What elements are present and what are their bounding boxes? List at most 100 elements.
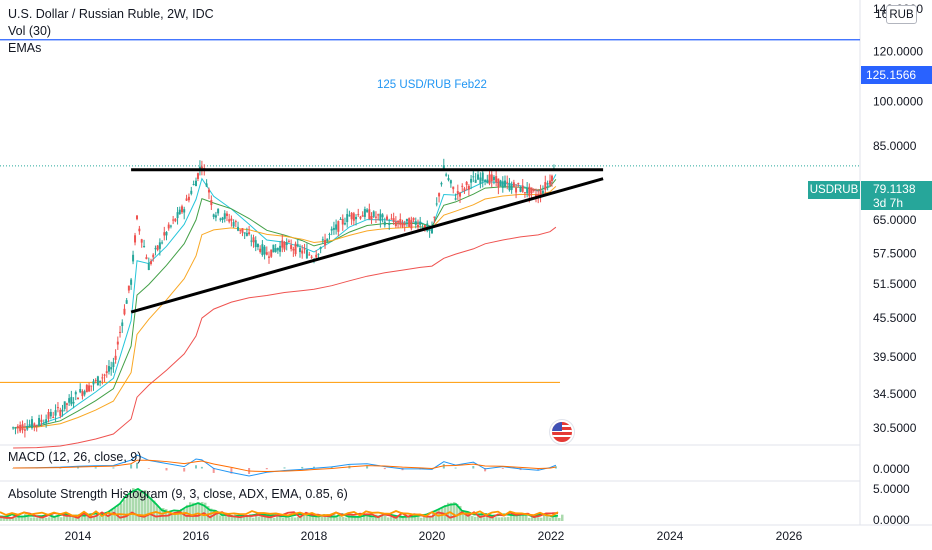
ash-bar [531, 516, 534, 521]
ash-bar [243, 515, 246, 521]
ash-bar [96, 513, 99, 521]
candle-body [217, 208, 220, 214]
candle-body [219, 218, 222, 220]
candle-body [352, 213, 355, 221]
ash-bar [21, 515, 24, 521]
ash-bar [423, 516, 426, 521]
ash-bar [501, 517, 504, 521]
candle-body [492, 176, 495, 181]
ash-bar [246, 514, 249, 521]
ash-bar [102, 513, 105, 521]
ash-bar [378, 516, 381, 521]
candle-body [486, 179, 489, 184]
alert-annotation[interactable]: 125 USD/RUB Feb22 [377, 79, 487, 91]
candle-body [70, 396, 73, 405]
candle-body [416, 224, 419, 228]
ash-bar [303, 515, 306, 521]
macd-histogram-bar [484, 468, 487, 472]
us-flag-icon[interactable] [550, 420, 574, 444]
ash-bar [72, 515, 75, 521]
candle-body [154, 248, 157, 250]
candle-body [243, 232, 246, 234]
ash-bar [351, 514, 354, 521]
ash-bar [120, 503, 123, 521]
ash-bar [15, 516, 18, 521]
candle-body [317, 253, 320, 255]
candle-body [167, 224, 170, 229]
ash-bar [546, 515, 549, 521]
candle-body [459, 192, 462, 197]
ash-bar [189, 502, 192, 521]
ash-pane [0, 487, 564, 521]
macd-legend[interactable]: MACD (12, 26, close, 9) [8, 450, 142, 464]
candle-body [114, 355, 117, 360]
currency-button[interactable]: RUB [886, 5, 917, 24]
candle-body [239, 229, 242, 231]
candle-body [125, 300, 128, 304]
candle-body [506, 181, 509, 183]
candle-body [180, 206, 183, 213]
current-price: 79.1138 [873, 182, 916, 196]
candle-body [237, 226, 240, 231]
macd-signal-line [13, 459, 556, 473]
candle-body [377, 214, 380, 216]
ash-bar [483, 517, 486, 521]
chart-title[interactable]: U.S. Dollar / Russian Ruble, 2W, IDC [8, 7, 214, 21]
candle-body [431, 227, 433, 234]
ash-bar [393, 515, 396, 521]
ash-bar [204, 502, 207, 521]
levels [0, 39, 860, 383]
candle-body [335, 224, 338, 230]
ash-bar [279, 515, 282, 521]
ash-bar [87, 517, 90, 521]
candle-body [192, 183, 195, 185]
candle-body [339, 218, 342, 220]
candle-body [28, 424, 31, 426]
candles [12, 158, 555, 438]
ash-bar [516, 514, 519, 521]
ash-bar [408, 517, 411, 521]
candle-body [461, 185, 464, 187]
candle-body [105, 371, 108, 374]
ash-bar [18, 517, 21, 521]
candle-body [223, 213, 226, 219]
ash-bar [159, 508, 162, 521]
macd-histogram-bar [383, 468, 386, 470]
candle-body [261, 244, 264, 255]
volume-legend[interactable]: Vol (30) [8, 24, 52, 38]
candle-body [412, 217, 415, 221]
ash-bar [528, 517, 531, 521]
candle-body [330, 228, 333, 231]
candle-body [281, 240, 284, 248]
ash-legend[interactable]: Absolute Strength Histogram (9, 3, close… [8, 487, 348, 501]
ash-bar [294, 517, 297, 521]
ema-legend[interactable]: EMAs [8, 41, 42, 55]
ash-bar [201, 501, 204, 521]
candle-body [178, 209, 181, 215]
candle-body [510, 185, 513, 191]
support-trendline [130, 177, 604, 314]
candle-body [381, 214, 384, 218]
trendlines[interactable] [130, 168, 604, 314]
candle-body [274, 248, 277, 252]
ash-bar [420, 517, 423, 521]
candle-body [315, 254, 318, 258]
candle-body [161, 242, 164, 244]
ash-bar [27, 516, 30, 521]
ash-bar [93, 515, 96, 521]
ash-bar [147, 493, 150, 521]
candle-body [433, 216, 436, 218]
ash-bar [477, 514, 480, 521]
candle-body [328, 234, 331, 236]
candle-body [454, 198, 457, 200]
time-axis-label: 2016 [183, 529, 210, 543]
candle-body [210, 200, 213, 206]
ash-bar [117, 504, 120, 521]
ash-bar [270, 515, 273, 521]
macd-histogram-bar [12, 468, 15, 469]
ash-bar [333, 514, 336, 521]
candle-body [38, 418, 41, 426]
candle-body [256, 243, 259, 248]
time-axis-label: 2022 [538, 529, 565, 543]
